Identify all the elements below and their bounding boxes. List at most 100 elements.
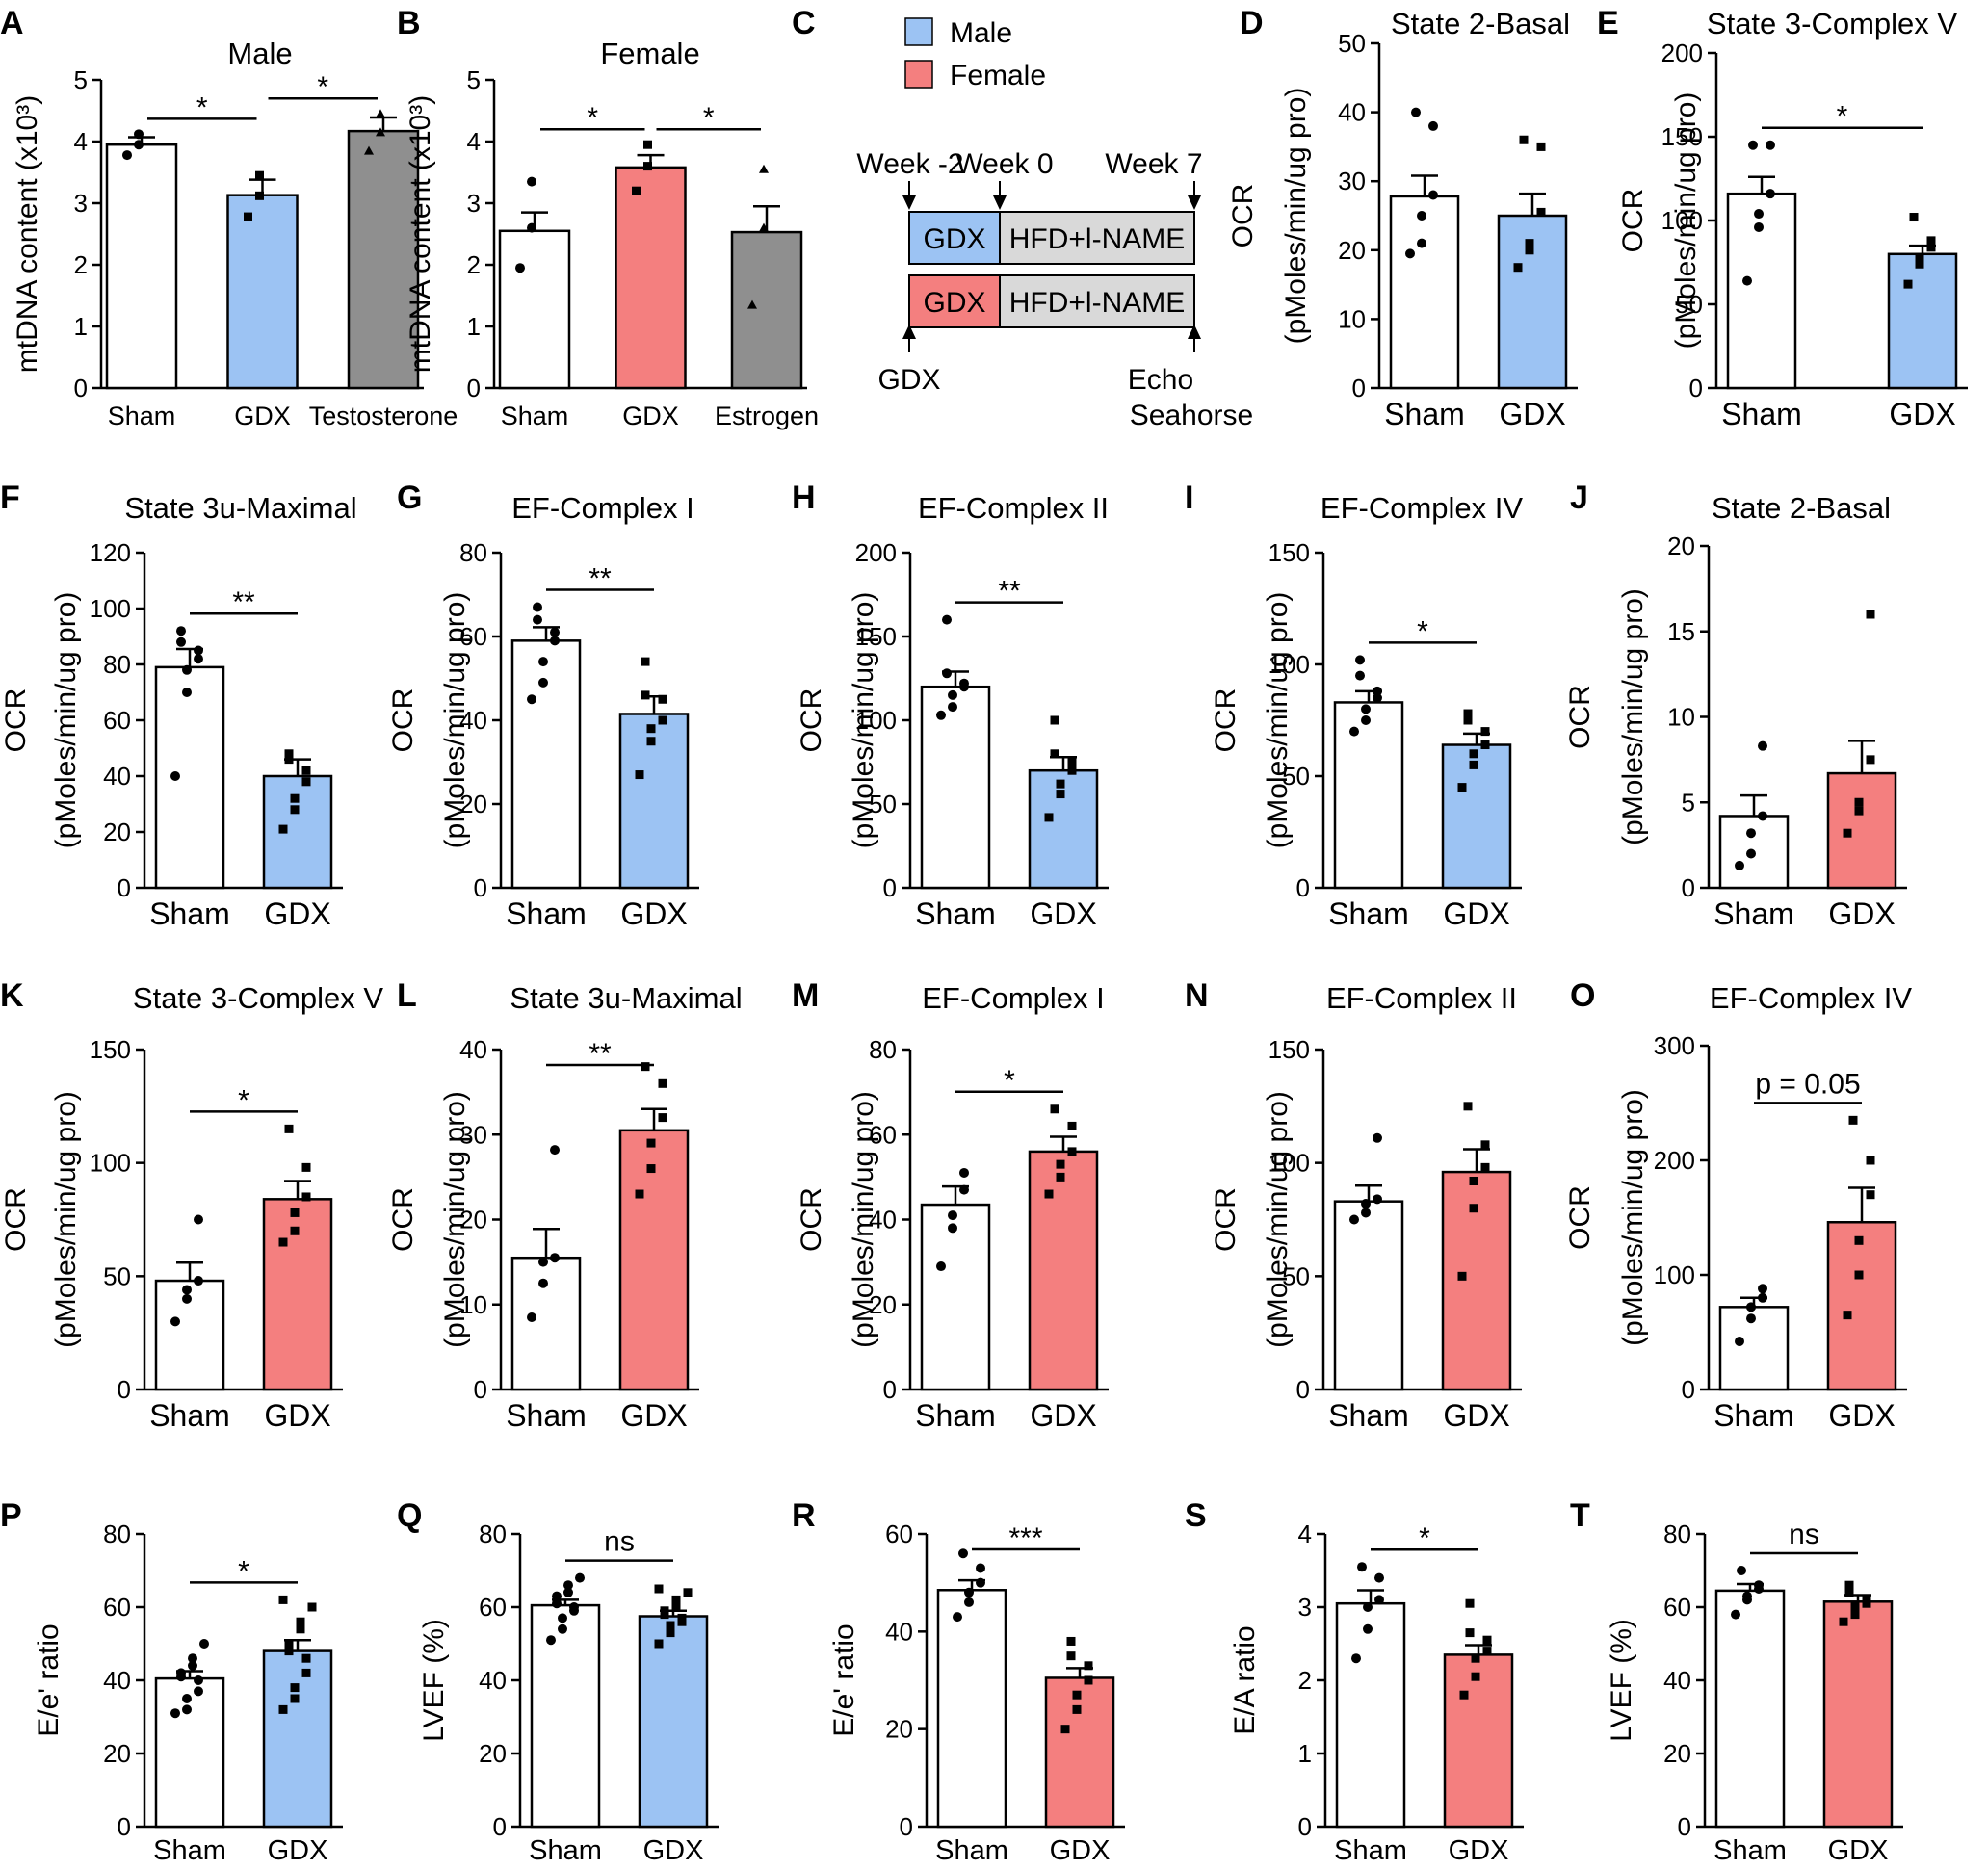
- data-point-s-0-0: [1351, 1653, 1361, 1664]
- data-point-s-1-2: [1471, 1653, 1480, 1663]
- data-point-p-1-4: [301, 1653, 311, 1663]
- data-point-s-1-5: [1465, 1628, 1475, 1638]
- data-point-d-0-1: [1417, 238, 1426, 248]
- data-point-n-1-3: [1480, 1162, 1490, 1172]
- data-point-n-1-2: [1469, 1176, 1478, 1185]
- data-point-p-1-10: [278, 1595, 288, 1604]
- data-point-s-0-1: [1363, 1623, 1373, 1634]
- data-point-q-0-2: [558, 1613, 567, 1623]
- data-point-q-0-0: [546, 1635, 556, 1646]
- bar-s-1: [1443, 1653, 1514, 1829]
- y-tick-label-p-0: 0: [118, 1812, 131, 1841]
- x-tick-label-p-1: GDX: [268, 1835, 328, 1865]
- data-point-b-2-0: [747, 299, 757, 309]
- y-tick-label-a-5: 5: [74, 65, 88, 94]
- y-tick-label-p-2: 40: [103, 1666, 131, 1695]
- y-tick-label-t-0: 0: [1678, 1812, 1691, 1841]
- data-point-k-1-0: [278, 1237, 288, 1247]
- data-point-s-0-4: [1374, 1572, 1384, 1583]
- x-tick-label-k-0: Sham: [149, 1398, 230, 1433]
- y-tick-label-p-1: 20: [103, 1739, 131, 1768]
- data-point-t-0-2: [1742, 1591, 1752, 1601]
- bar-b-1: [615, 166, 687, 390]
- chart-f: F State 3u-Maximal 0 20 40 60 80 100 120 OCR (pMol…: [0, 480, 357, 931]
- y-axis-label-j: OCR: [1564, 685, 1596, 749]
- data-point-i-1-3: [1480, 740, 1490, 750]
- y-tick-label-i-0: 0: [1296, 873, 1310, 902]
- data-point-g-0-0: [527, 694, 536, 705]
- chart-l: L State 3u-Maximal 0 10 20 30 40 OCR (pMoles/min…: [387, 977, 743, 1433]
- data-point-b-2-2: [759, 164, 769, 173]
- data-point-b-0-0: [515, 263, 525, 273]
- data-point-k-0-0: [170, 1316, 180, 1327]
- y-tick-label-s-1: 1: [1298, 1739, 1312, 1768]
- sig-label-b-0: *: [587, 102, 598, 134]
- x-tick-label-k-1: GDX: [264, 1398, 330, 1433]
- y-tick-label-o-3: 300: [1654, 1031, 1695, 1060]
- y-tick-label-m-3: 60: [869, 1120, 897, 1149]
- data-point-n-0-4: [1373, 1132, 1382, 1143]
- data-point-r-1-1: [1072, 1704, 1082, 1714]
- chart-q: Q 0 20 40 60 80 LVEF (%) Sham GDX ns: [397, 1497, 719, 1866]
- y-tick-label-o-0: 0: [1682, 1375, 1695, 1404]
- data-point-n-0-2: [1361, 1199, 1371, 1209]
- data-point-e-0-0: [1742, 275, 1752, 286]
- data-point-d-1-0: [1513, 263, 1523, 273]
- x-tick-label-j-1: GDX: [1828, 896, 1895, 931]
- y-axis-label-q: LVEF (%): [418, 1619, 450, 1742]
- data-point-j-1-4: [1866, 610, 1875, 619]
- data-point-q-1-1: [666, 1628, 675, 1638]
- y-tick-label-f-0: 0: [118, 873, 131, 902]
- x-tick-label-n-1: GDX: [1443, 1398, 1509, 1433]
- data-point-k-1-3: [301, 1192, 311, 1202]
- data-point-p-1-6: [284, 1639, 294, 1649]
- chart-i: I EF-Complex IV 0 50 100 150 OCR (pMoles/min/ug…: [1185, 480, 1523, 931]
- data-point-r-1-5: [1066, 1651, 1076, 1661]
- data-point-m-1-5: [1050, 1104, 1059, 1114]
- data-point-p-1-0: [278, 1704, 288, 1714]
- data-point-e-1-0: [1903, 279, 1913, 289]
- y-tick-label-e-0: 0: [1689, 374, 1703, 403]
- x-tick-label-g-0: Sham: [506, 896, 587, 931]
- data-point-i-0-0: [1349, 726, 1359, 737]
- data-point-e-0-4: [1766, 140, 1775, 150]
- x-tick-label-l-0: Sham: [506, 1398, 587, 1433]
- x-tick-label-p-0: Sham: [153, 1835, 226, 1865]
- bar-t-1: [1822, 1600, 1894, 1829]
- data-point-i-0-2: [1361, 704, 1371, 714]
- data-point-o-1-0: [1843, 1311, 1852, 1320]
- y-tick-label-a-0: 0: [74, 374, 88, 403]
- data-point-k-1-2: [290, 1208, 300, 1217]
- x-tick-label-i-0: Sham: [1328, 896, 1409, 931]
- data-point-r-1-4: [1084, 1661, 1093, 1671]
- data-point-d-0-0: [1405, 248, 1415, 259]
- x-tick-label-s-1: GDX: [1449, 1835, 1509, 1865]
- data-point-p-1-3: [301, 1668, 311, 1677]
- x-tick-label-f-1: GDX: [264, 896, 330, 931]
- data-point-h-1-0: [1044, 813, 1054, 822]
- data-point-f-1-3: [301, 777, 311, 787]
- timeline-bottom-seahorse: Seahorse: [1130, 400, 1253, 431]
- data-point-f-0-3: [194, 654, 203, 664]
- data-point-f-0-4: [194, 645, 203, 656]
- y-tick-label-m-0: 0: [883, 1375, 897, 1404]
- data-point-f-0-5: [176, 636, 186, 647]
- y-tick-label-f-3: 60: [103, 706, 131, 735]
- data-point-d-1-1: [1525, 246, 1534, 255]
- y-tick-label-g-3: 60: [459, 622, 487, 651]
- data-point-m-0-2: [948, 1210, 957, 1221]
- x-tick-label-b-1: GDX: [622, 402, 679, 430]
- bar-f-1: [262, 774, 333, 890]
- y-tick-label-r-2: 40: [885, 1617, 913, 1646]
- y-tick-label-b-5: 5: [467, 65, 481, 94]
- data-point-p-0-8: [188, 1653, 197, 1664]
- data-point-f-1-2: [290, 793, 300, 803]
- data-point-l-0-3: [550, 1253, 560, 1263]
- data-point-n-1-5: [1463, 1102, 1473, 1111]
- x-tick-label-m-0: Sham: [915, 1398, 996, 1433]
- data-point-i-1-0: [1457, 783, 1467, 792]
- data-point-h-1-6: [1050, 715, 1059, 725]
- legend-label-male: Male: [950, 17, 1012, 49]
- timepoint-week7: Week 7: [1105, 148, 1202, 180]
- y-tick-label-l-4: 40: [459, 1035, 487, 1064]
